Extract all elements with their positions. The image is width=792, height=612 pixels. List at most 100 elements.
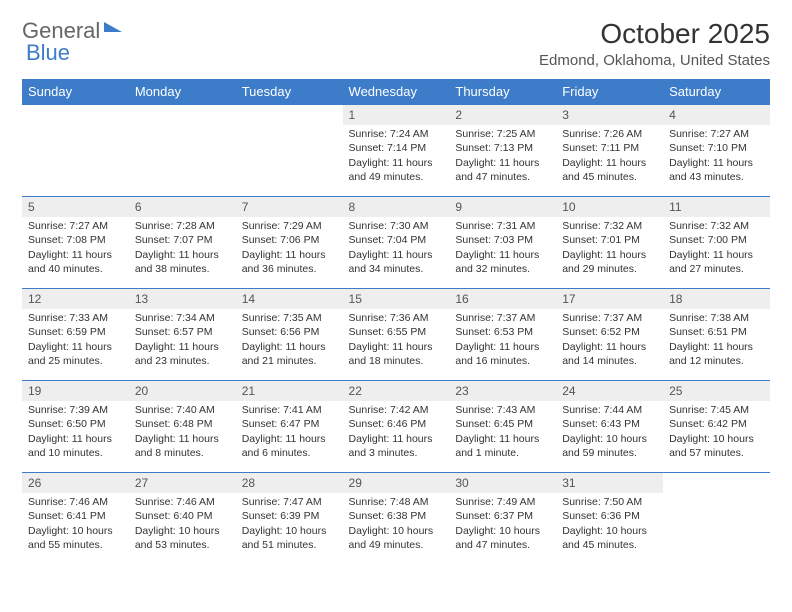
daylight-text: Daylight: 11 hours and 8 minutes. (135, 432, 230, 460)
daylight-text: Daylight: 11 hours and 40 minutes. (28, 248, 123, 276)
weekday-header: Monday (129, 79, 236, 104)
day-details: Sunrise: 7:49 AMSunset: 6:37 PMDaylight:… (449, 493, 556, 556)
calendar-day-cell: 10Sunrise: 7:32 AMSunset: 7:01 PMDayligh… (556, 196, 663, 288)
calendar-body: 1Sunrise: 7:24 AMSunset: 7:14 PMDaylight… (22, 104, 770, 564)
logo-mark-icon (104, 22, 122, 32)
day-number: 24 (556, 380, 663, 401)
calendar-day-cell: 22Sunrise: 7:42 AMSunset: 6:46 PMDayligh… (343, 380, 450, 472)
daylight-text: Daylight: 11 hours and 47 minutes. (455, 156, 550, 184)
sunset-text: Sunset: 7:13 PM (455, 141, 550, 155)
calendar-week-row: 26Sunrise: 7:46 AMSunset: 6:41 PMDayligh… (22, 472, 770, 564)
calendar-day-cell: 3Sunrise: 7:26 AMSunset: 7:11 PMDaylight… (556, 104, 663, 196)
day-details: Sunrise: 7:40 AMSunset: 6:48 PMDaylight:… (129, 401, 236, 464)
daylight-text: Daylight: 11 hours and 34 minutes. (349, 248, 444, 276)
sunrise-text: Sunrise: 7:25 AM (455, 127, 550, 141)
sunset-text: Sunset: 6:57 PM (135, 325, 230, 339)
daylight-text: Daylight: 11 hours and 6 minutes. (242, 432, 337, 460)
day-number: 8 (343, 196, 450, 217)
sunrise-text: Sunrise: 7:42 AM (349, 403, 444, 417)
day-number: 29 (343, 472, 450, 493)
calendar-day-cell: 8Sunrise: 7:30 AMSunset: 7:04 PMDaylight… (343, 196, 450, 288)
calendar-day-cell: 9Sunrise: 7:31 AMSunset: 7:03 PMDaylight… (449, 196, 556, 288)
day-details: Sunrise: 7:48 AMSunset: 6:38 PMDaylight:… (343, 493, 450, 556)
weekday-header: Tuesday (236, 79, 343, 104)
sunset-text: Sunset: 6:38 PM (349, 509, 444, 523)
sunrise-text: Sunrise: 7:36 AM (349, 311, 444, 325)
daylight-text: Daylight: 11 hours and 21 minutes. (242, 340, 337, 368)
calendar-day-cell: 16Sunrise: 7:37 AMSunset: 6:53 PMDayligh… (449, 288, 556, 380)
day-number: 28 (236, 472, 343, 493)
day-number: 11 (663, 196, 770, 217)
day-number: 19 (22, 380, 129, 401)
sunrise-text: Sunrise: 7:43 AM (455, 403, 550, 417)
daylight-text: Daylight: 10 hours and 53 minutes. (135, 524, 230, 552)
day-details: Sunrise: 7:43 AMSunset: 6:45 PMDaylight:… (449, 401, 556, 464)
sunset-text: Sunset: 6:46 PM (349, 417, 444, 431)
sunset-text: Sunset: 7:14 PM (349, 141, 444, 155)
sunset-text: Sunset: 7:07 PM (135, 233, 230, 247)
day-number: 1 (343, 104, 450, 125)
day-number: 22 (343, 380, 450, 401)
weekday-header: Friday (556, 79, 663, 104)
calendar-day-cell: 2 Sunrise: 7:25 AMSunset: 7:13 PMDaylight… (449, 104, 556, 196)
day-details: Sunrise: 7:44 AMSunset: 6:43 PMDaylight:… (556, 401, 663, 464)
day-details: Sunrise: 7:24 AMSunset: 7:14 PMDaylight:… (343, 125, 450, 188)
sunrise-text: Sunrise: 7:27 AM (28, 219, 123, 233)
weekday-header: Sunday (22, 79, 129, 104)
day-details: Sunrise: 7:27 AMSunset: 7:10 PMDaylight:… (663, 125, 770, 188)
sunrise-text: Sunrise: 7:37 AM (455, 311, 550, 325)
day-number: 5 (22, 196, 129, 217)
calendar-day-cell: 7Sunrise: 7:29 AMSunset: 7:06 PMDaylight… (236, 196, 343, 288)
sunrise-text: Sunrise: 7:27 AM (669, 127, 764, 141)
weekday-header-row: SundayMondayTuesdayWednesdayThursdayFrid… (22, 79, 770, 104)
sunrise-text: Sunrise: 7:40 AM (135, 403, 230, 417)
sunrise-text: Sunrise: 7:34 AM (135, 311, 230, 325)
sunset-text: Sunset: 6:37 PM (455, 509, 550, 523)
calendar-day-cell: 21Sunrise: 7:41 AMSunset: 6:47 PMDayligh… (236, 380, 343, 472)
calendar-day-cell: 24Sunrise: 7:44 AMSunset: 6:43 PMDayligh… (556, 380, 663, 472)
title-block: October 2025 Edmond, Oklahoma, United St… (539, 18, 770, 69)
calendar-day-cell: 18Sunrise: 7:38 AMSunset: 6:51 PMDayligh… (663, 288, 770, 380)
day-number: 3 (556, 104, 663, 125)
sunset-text: Sunset: 6:36 PM (562, 509, 657, 523)
sunset-text: Sunset: 6:55 PM (349, 325, 444, 339)
sunrise-text: Sunrise: 7:46 AM (28, 495, 123, 509)
day-number: 2 (449, 104, 556, 125)
sunset-text: Sunset: 6:40 PM (135, 509, 230, 523)
sunrise-text: Sunrise: 7:26 AM (562, 127, 657, 141)
calendar-table: SundayMondayTuesdayWednesdayThursdayFrid… (22, 79, 770, 564)
calendar-day-cell: 4Sunrise: 7:27 AMSunset: 7:10 PMDaylight… (663, 104, 770, 196)
calendar-day-cell: 30Sunrise: 7:49 AMSunset: 6:37 PMDayligh… (449, 472, 556, 564)
calendar-day-cell (236, 104, 343, 196)
sunset-text: Sunset: 6:56 PM (242, 325, 337, 339)
calendar-day-cell: 26Sunrise: 7:46 AMSunset: 6:41 PMDayligh… (22, 472, 129, 564)
daylight-text: Daylight: 11 hours and 16 minutes. (455, 340, 550, 368)
calendar-day-cell (129, 104, 236, 196)
daylight-text: Daylight: 10 hours and 59 minutes. (562, 432, 657, 460)
daylight-text: Daylight: 10 hours and 47 minutes. (455, 524, 550, 552)
calendar-week-row: 12Sunrise: 7:33 AMSunset: 6:59 PMDayligh… (22, 288, 770, 380)
day-number: 17 (556, 288, 663, 309)
sunset-text: Sunset: 6:43 PM (562, 417, 657, 431)
day-details: Sunrise: 7:26 AMSunset: 7:11 PMDaylight:… (556, 125, 663, 188)
calendar-day-cell: 28Sunrise: 7:47 AMSunset: 6:39 PMDayligh… (236, 472, 343, 564)
day-details: Sunrise: 7:38 AMSunset: 6:51 PMDaylight:… (663, 309, 770, 372)
day-number: 10 (556, 196, 663, 217)
day-number (22, 104, 129, 124)
sunset-text: Sunset: 6:59 PM (28, 325, 123, 339)
sunrise-text: Sunrise: 7:24 AM (349, 127, 444, 141)
calendar-day-cell: 15Sunrise: 7:36 AMSunset: 6:55 PMDayligh… (343, 288, 450, 380)
day-details: Sunrise: 7:47 AMSunset: 6:39 PMDaylight:… (236, 493, 343, 556)
sunset-text: Sunset: 6:53 PM (455, 325, 550, 339)
daylight-text: Daylight: 11 hours and 1 minute. (455, 432, 550, 460)
daylight-text: Daylight: 11 hours and 43 minutes. (669, 156, 764, 184)
day-details: Sunrise: 7:27 AMSunset: 7:08 PMDaylight:… (22, 217, 129, 280)
daylight-text: Daylight: 10 hours and 45 minutes. (562, 524, 657, 552)
daylight-text: Daylight: 10 hours and 49 minutes. (349, 524, 444, 552)
day-details: Sunrise: 7:34 AMSunset: 6:57 PMDaylight:… (129, 309, 236, 372)
day-details: Sunrise: 7:31 AMSunset: 7:03 PMDaylight:… (449, 217, 556, 280)
calendar-day-cell: 1Sunrise: 7:24 AMSunset: 7:14 PMDaylight… (343, 104, 450, 196)
daylight-text: Daylight: 11 hours and 38 minutes. (135, 248, 230, 276)
sunset-text: Sunset: 6:45 PM (455, 417, 550, 431)
weekday-header: Thursday (449, 79, 556, 104)
